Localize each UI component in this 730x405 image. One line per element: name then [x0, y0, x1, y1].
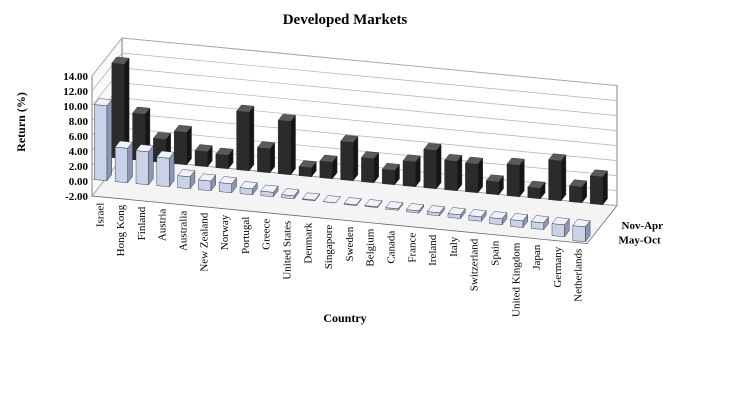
bar-nov-apr — [194, 144, 213, 168]
bar-nov-apr — [527, 180, 546, 200]
category-label: Norway — [219, 214, 231, 250]
category-label: Sweden — [344, 226, 356, 261]
bar-may-oct — [94, 98, 113, 182]
bar-nov-apr — [381, 162, 400, 186]
category-label: Greece — [261, 219, 273, 250]
y-tick-label: 12.00 — [63, 86, 88, 98]
series-labels: Nov-Apr May-Oct — [619, 220, 664, 247]
bar-may-oct — [572, 219, 591, 243]
x-axis-title: Country — [323, 311, 366, 325]
bar-may-oct — [343, 197, 362, 207]
y-tick-label: 14.00 — [63, 71, 88, 83]
bar-may-oct — [135, 144, 154, 186]
bars — [94, 56, 608, 243]
category-label: Finland — [136, 206, 148, 240]
y-tick-label: 4.00 — [69, 146, 89, 158]
bar-may-oct — [468, 209, 487, 222]
bar-may-oct — [406, 203, 425, 214]
bar-nov-apr — [423, 142, 442, 190]
bar-nov-apr — [173, 124, 192, 166]
x-axis-category-labels: Israel Hong Kong Finland Austria Australia Ne… — [94, 203, 584, 317]
bar-nov-apr — [444, 153, 463, 192]
category-label: Italy — [448, 236, 460, 257]
bar-nov-apr — [215, 147, 234, 170]
y-axis-title: Return (%) — [14, 92, 28, 152]
y-tick-label: 6.00 — [69, 131, 89, 143]
chart-title: Developed Markets — [283, 12, 408, 28]
y-axis-ticks: 14.00 12.00 10.00 8.00 6.00 4.00 2.00 0.00 -2.00 — [63, 71, 88, 203]
bar-nov-apr — [257, 141, 276, 174]
bar-nov-apr — [361, 151, 380, 184]
y-tick-label: 0.00 — [69, 176, 89, 188]
category-label: Germany — [552, 246, 564, 287]
bar-nov-apr — [589, 169, 608, 206]
bar-nov-apr — [402, 154, 421, 188]
gridline — [91, 37, 618, 86]
bar-may-oct — [551, 217, 570, 238]
bar-may-oct — [156, 150, 175, 188]
bar-nov-apr — [569, 179, 588, 204]
bar-may-oct — [510, 213, 529, 229]
category-label: Singapore — [323, 225, 335, 270]
y-tick-label: 10.00 — [63, 101, 88, 113]
category-label: United States — [282, 221, 294, 280]
category-label: Australia — [178, 211, 190, 251]
bar-nov-apr — [319, 154, 338, 180]
category-label: Netherlands — [573, 249, 585, 302]
bar-may-oct — [198, 173, 217, 192]
category-label: Hong Kong — [115, 204, 127, 256]
bar-nov-apr — [485, 174, 504, 196]
category-label: Portugal — [240, 217, 252, 254]
category-label: Israel — [94, 203, 106, 227]
y-tick-label: -2.00 — [65, 191, 88, 203]
y-tick-label: 2.00 — [69, 161, 89, 173]
category-label: Austria — [157, 209, 169, 242]
bar-nov-apr — [548, 153, 567, 202]
bar-nov-apr — [340, 134, 359, 182]
bar-may-oct — [447, 207, 466, 220]
bar-may-oct — [114, 140, 133, 184]
category-label: United Kingdom — [510, 242, 522, 317]
bar-may-oct — [322, 195, 341, 204]
bar-may-oct — [364, 199, 383, 209]
bar-may-oct — [177, 169, 196, 190]
category-label: Canada — [386, 231, 398, 264]
bar-may-oct — [489, 211, 508, 226]
category-label: Japan — [531, 244, 543, 270]
bar-nov-apr — [298, 160, 317, 178]
series-label-nov-apr: Nov-Apr — [622, 220, 664, 232]
category-label: France — [406, 233, 418, 263]
bar-nov-apr — [465, 156, 484, 194]
bar-may-oct — [239, 181, 258, 196]
bar-nov-apr — [111, 56, 130, 160]
bar-may-oct — [530, 215, 549, 231]
series-label-may-oct: May-Oct — [619, 235, 661, 247]
bar-may-oct — [385, 201, 404, 211]
gridline — [91, 52, 618, 101]
category-label: Spain — [490, 240, 502, 266]
bar-may-oct — [281, 188, 300, 200]
bar-may-oct — [302, 192, 321, 202]
category-label: Denmark — [302, 222, 314, 263]
bar-nov-apr — [506, 157, 525, 198]
category-label: Switzerland — [469, 238, 481, 291]
bar-may-oct — [426, 205, 445, 217]
bar-may-oct — [218, 176, 237, 194]
bar-nov-apr — [277, 113, 296, 176]
category-label: Ireland — [427, 234, 439, 266]
y-tick-label: 8.00 — [69, 116, 89, 128]
category-label: Belgium — [365, 228, 377, 266]
category-label: New Zealand — [198, 212, 210, 271]
bar-nov-apr — [236, 104, 255, 172]
bar-may-oct — [260, 184, 279, 198]
